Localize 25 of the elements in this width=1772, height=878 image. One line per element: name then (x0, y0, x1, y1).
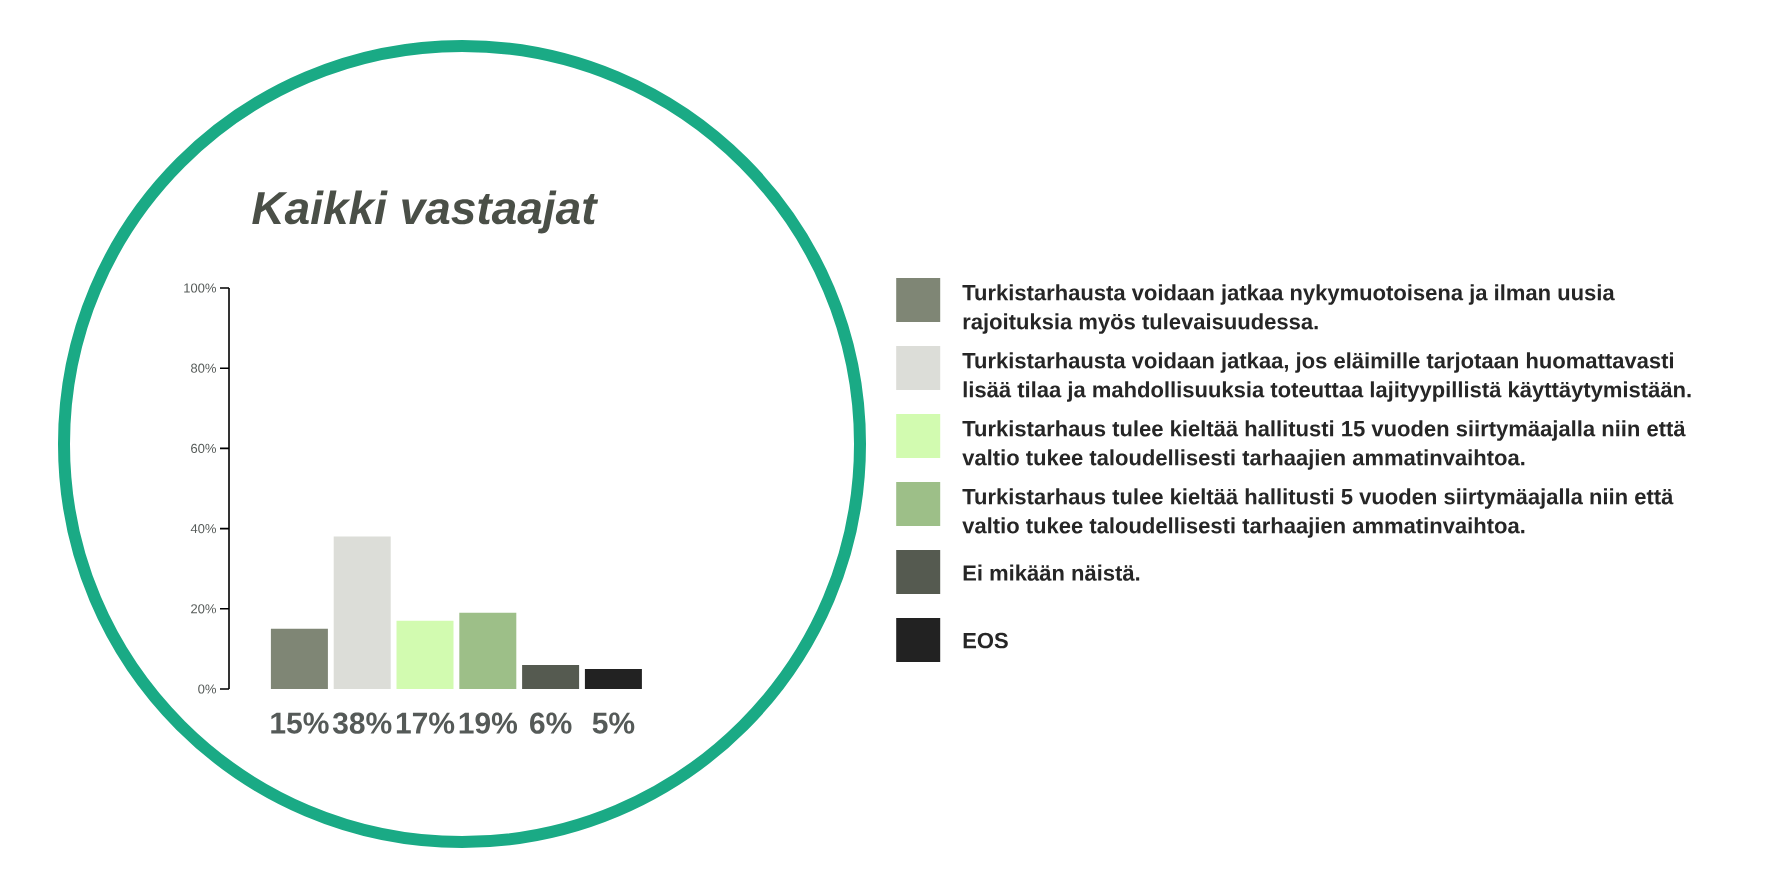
bar (522, 664, 580, 689)
data-label: 19% (459, 712, 518, 734)
bar (270, 628, 328, 689)
legend-label: Turkistarhaus tulee kieltää hallitusti 15 vuoden siirtymäajalla niin että valtio tukee taloudellisesti tarhaajien ammatinvaihtoa. (962, 420, 1686, 470)
legend-label: Turkistarhausta voidaan jatkaa, jos eläimille tarjotaan huomattavasti lisää tilaa ja mahdollisuuksia toteuttaa lajityypillistä käyttäytymistään. (962, 352, 1691, 402)
chart-title: Kaikki vastaajat (252, 190, 599, 234)
legend-label: Turkistarhausta voidaan jatkaa nykymuotoisena ja ilman uusia rajoituksia myös tulevaisuudessa. (962, 284, 1615, 334)
legend-label: EOS (963, 632, 1008, 649)
legend-label: Ei mikään näistä. (963, 564, 1140, 581)
data-label: 38% (332, 712, 392, 734)
y-tick-label: 60% (191, 443, 217, 453)
y-tick-label: 100% (184, 283, 217, 293)
data-label: 15% (271, 712, 329, 734)
bar (584, 668, 642, 689)
y-tick-label: 80% (191, 363, 217, 373)
bar (459, 612, 517, 689)
y-tick-label: 0% (198, 684, 217, 694)
y-tick-label: 20% (191, 604, 217, 614)
data-label: 5% (592, 712, 635, 734)
bar (396, 620, 454, 689)
data-label: 17% (396, 712, 455, 734)
data-label: 6% (530, 712, 572, 734)
y-tick-label: 40% (190, 523, 217, 534)
legend-label: Turkistarhaus tulee kieltää hallitusti 5 vuoden siirtymäajalla niin että valtio tukee taloudellisesti tarhaajien ammatinvaihtoa. (962, 488, 1674, 538)
bar (333, 536, 391, 689)
